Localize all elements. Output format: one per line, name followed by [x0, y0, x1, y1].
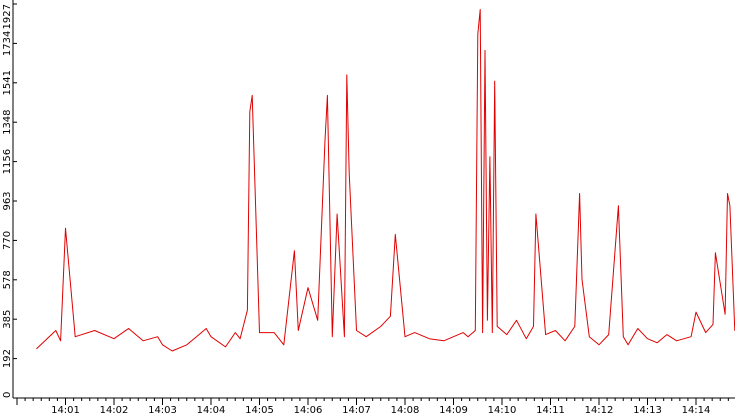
x-tick-label: 14:06 [294, 405, 323, 415]
y-tick-label: 1734 [2, 31, 13, 56]
y-tick-label: 1541 [2, 70, 13, 95]
x-tick-label: 14:08 [391, 405, 420, 415]
x-tick-label: 14:13 [633, 405, 662, 415]
y-tick-label: 963 [2, 191, 13, 210]
y-tick-label: 578 [2, 270, 13, 289]
y-tick-label: 0 [2, 392, 13, 398]
x-tick-label: 14:09 [439, 405, 468, 415]
x-tick-label: 14:04 [197, 405, 226, 415]
y-axis-ticks: 0 192 385 578 770 963 1156 1348 1541 1734 1927 [2, 3, 17, 399]
x-tick-label: 14:07 [342, 405, 371, 415]
series-layer [36, 9, 735, 352]
x-tick-label: 14:11 [536, 405, 565, 415]
x-tick-label: 14:02 [100, 405, 129, 415]
x-tick-label: 14:14 [682, 405, 711, 415]
y-tick-label: 1156 [2, 149, 13, 174]
x-tick-label: 14:01 [51, 405, 80, 415]
y-tick-label: 770 [2, 231, 13, 250]
y-tick-label: 385 [2, 310, 13, 329]
series-line [36, 9, 735, 352]
y-tick-label: 1927 [2, 4, 13, 29]
x-tick-label: 14:10 [488, 405, 517, 415]
y-tick-label: 192 [2, 349, 13, 368]
x-tick-label: 14:05 [245, 405, 274, 415]
x-tick-label: 14:12 [585, 405, 614, 415]
y-tick-label: 1348 [2, 109, 13, 134]
x-tick-label: 14:03 [148, 405, 177, 415]
